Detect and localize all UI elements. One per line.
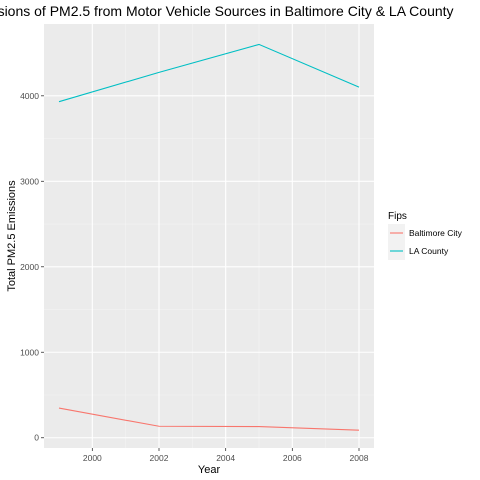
- x-axis-title: Year: [198, 464, 221, 476]
- x-tick-label: 2000: [83, 453, 102, 463]
- series-line-baltimore-city: [58, 407, 360, 431]
- plot-panel: [44, 24, 374, 448]
- legend-label-baltimore-city: Baltimore City: [409, 228, 463, 238]
- y-tick-label: 2000: [20, 262, 39, 272]
- major-gridlines: [44, 24, 374, 448]
- legend-label-la-county: LA County: [409, 246, 449, 256]
- y-tick-label: 0: [34, 433, 39, 443]
- y-axis: 0 1000 2000 3000 4000: [20, 91, 44, 443]
- y-tick-label: 1000: [20, 347, 39, 357]
- y-tick-label: 3000: [20, 176, 39, 186]
- x-tick-label: 2004: [216, 453, 235, 463]
- chart-title: Emissions of PM2.5 from Motor Vehicle So…: [0, 3, 454, 19]
- x-axis: 2000 2002 2004 2006 2008: [83, 448, 369, 463]
- series-line-la-county: [58, 43, 360, 103]
- x-tick-label: 2008: [350, 453, 369, 463]
- series-lines: [58, 43, 360, 431]
- legend: Fips Baltimore City LA County: [388, 211, 463, 260]
- legend-items: Baltimore City LA County: [388, 224, 463, 260]
- x-tick-label: 2002: [150, 453, 169, 463]
- y-axis-title: Total PM2.5 Emissions: [6, 180, 18, 292]
- y-tick-label: 4000: [20, 91, 39, 101]
- x-tick-label: 2006: [283, 453, 302, 463]
- minor-gridlines: [44, 24, 374, 448]
- legend-title: Fips: [388, 211, 407, 222]
